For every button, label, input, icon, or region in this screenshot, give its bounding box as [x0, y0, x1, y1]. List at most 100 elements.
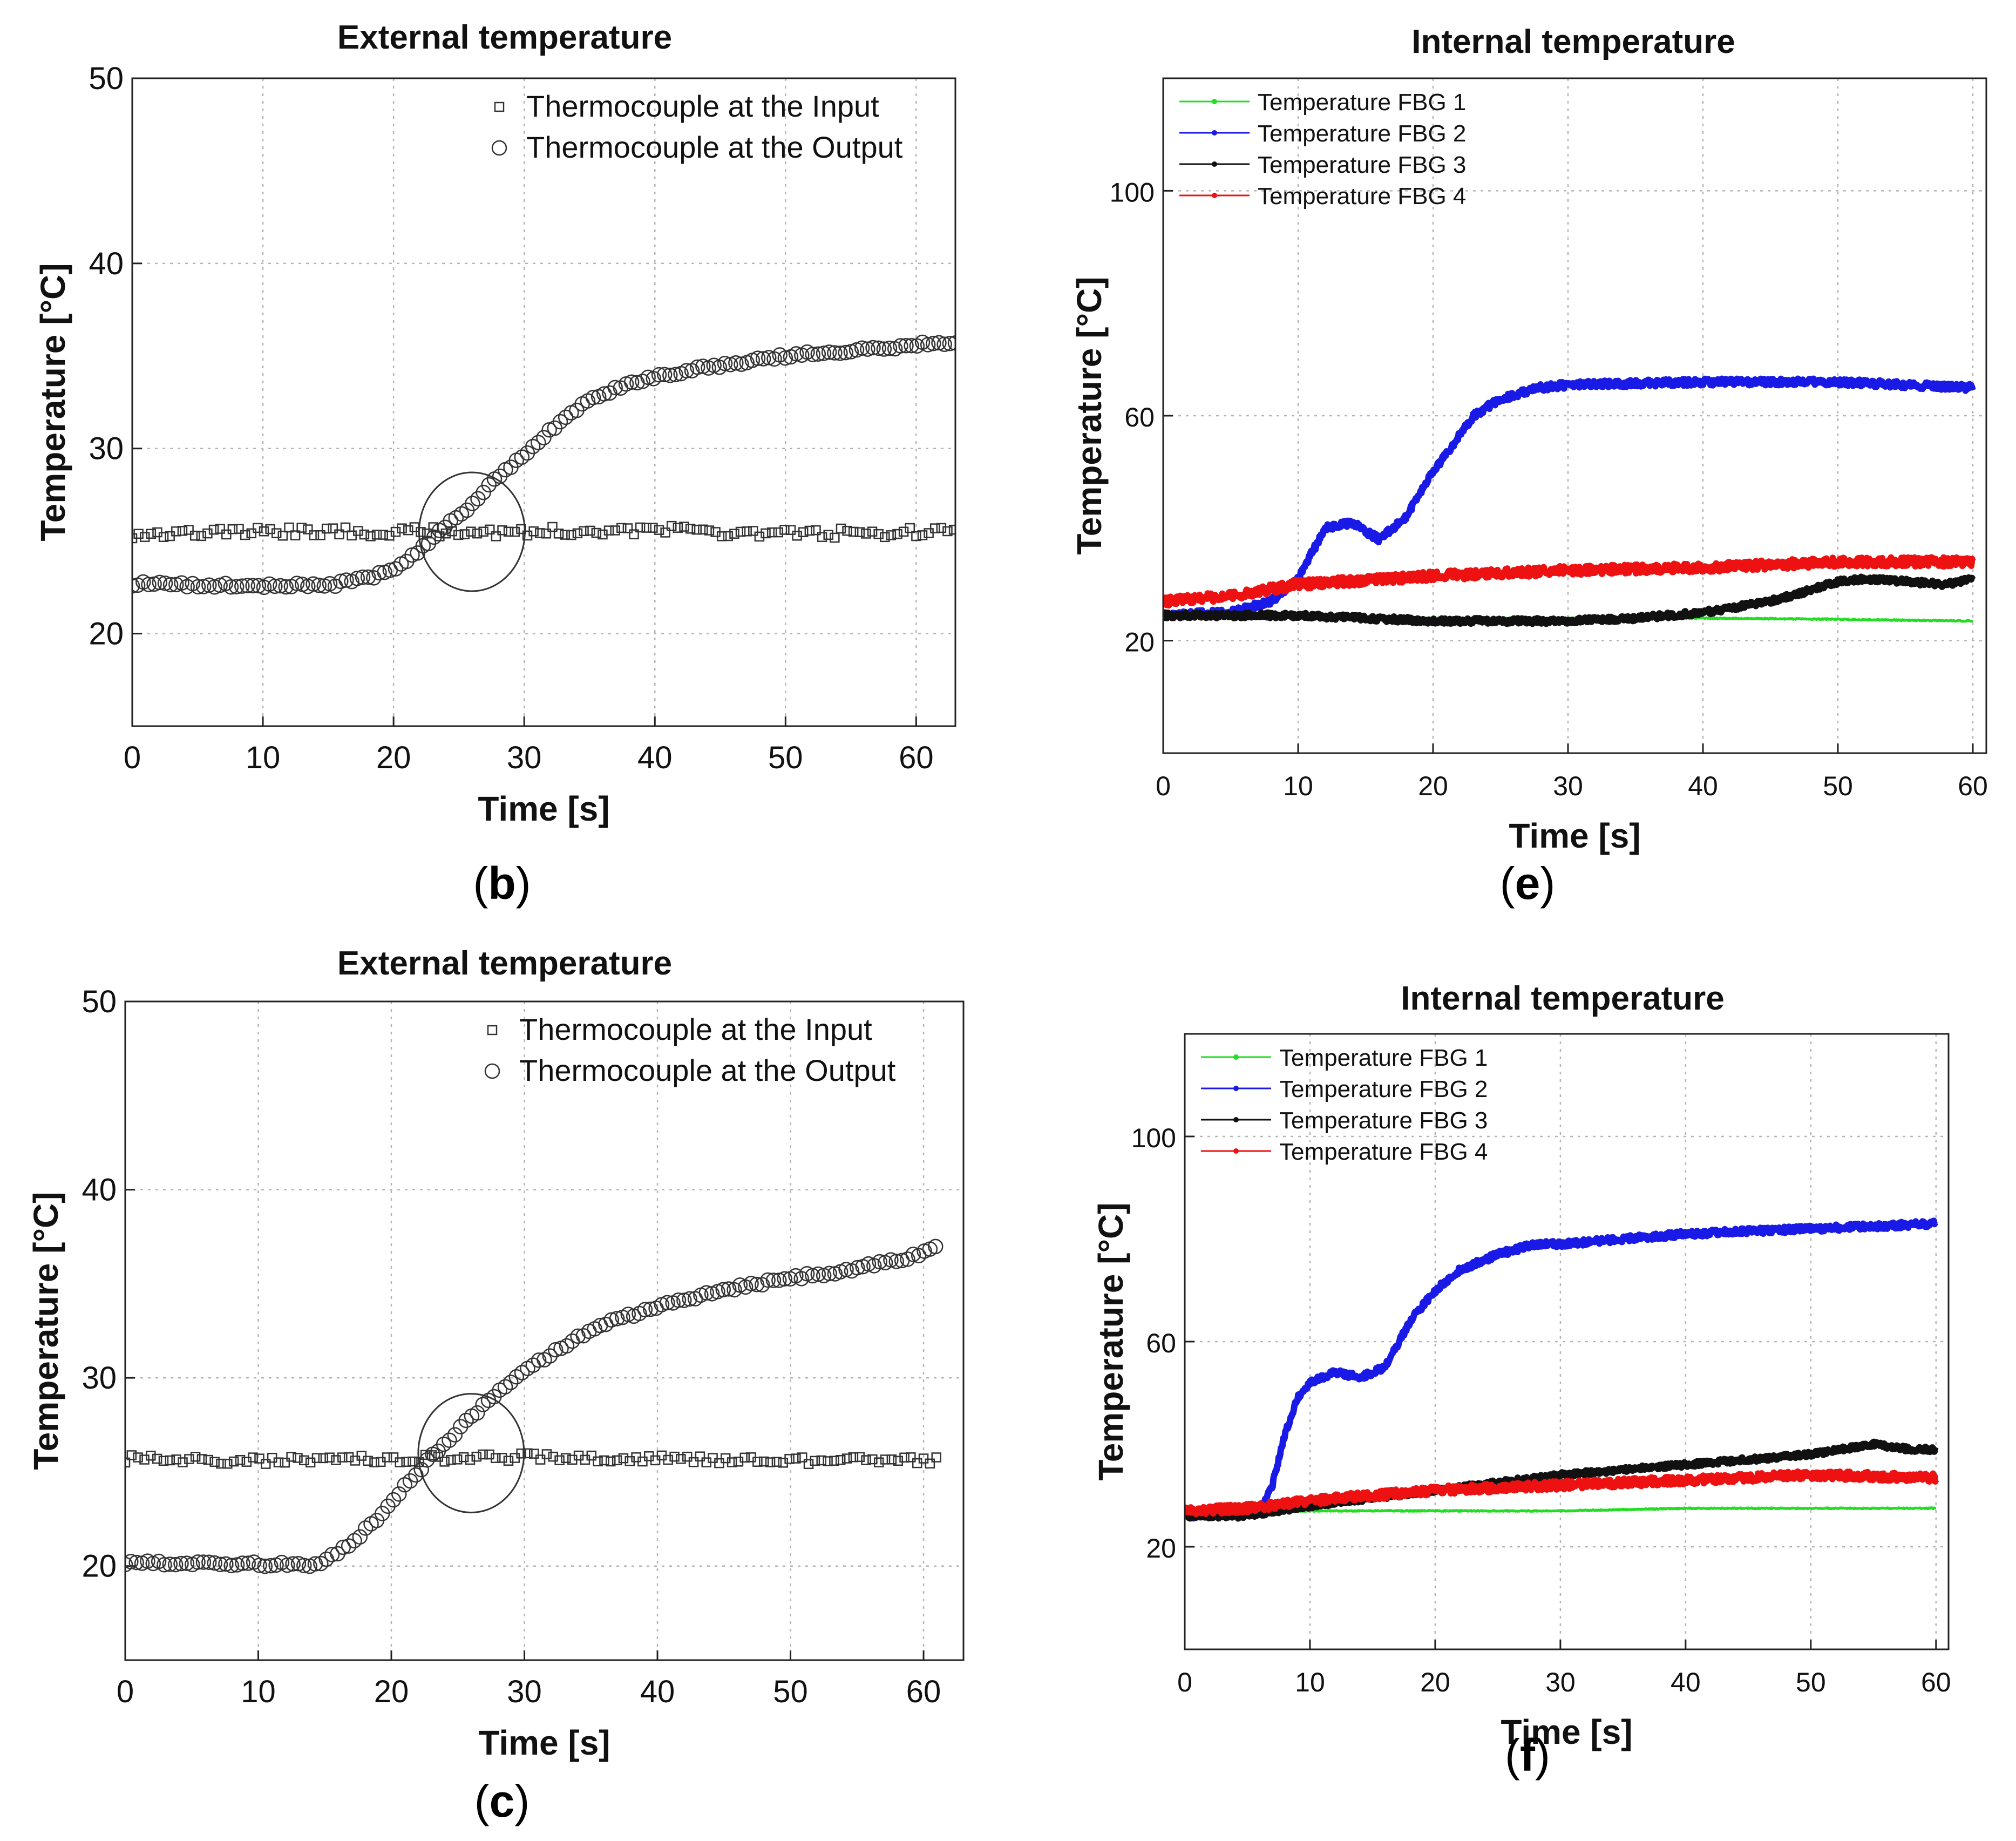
data-point-circle [279, 1557, 295, 1573]
data-point-circle [854, 340, 870, 356]
data-point-circle [531, 435, 546, 450]
data-point-circle [585, 390, 601, 405]
data-point-square [766, 527, 777, 538]
data-point-circle [218, 1556, 234, 1572]
data-point-circle [788, 346, 804, 362]
data-point-square [823, 1456, 833, 1466]
data-point-square [529, 1449, 539, 1459]
data-point-square [841, 1453, 852, 1464]
data-point-square [196, 531, 207, 542]
data-point-square [723, 531, 734, 542]
data-point-square [798, 527, 809, 537]
data-point-square [401, 1457, 411, 1467]
data-point-circle [223, 1558, 239, 1574]
data-point-circle [207, 1555, 222, 1571]
data-point-square [830, 532, 840, 543]
data-point-square [695, 1451, 705, 1461]
data-point-circle [413, 1461, 429, 1478]
data-point-circle [448, 510, 464, 526]
legend-label: Temperature FBG 4 [1279, 1139, 1488, 1165]
data-point-square [553, 529, 564, 539]
data-point-circle [240, 578, 255, 593]
data-point-circle [860, 341, 875, 357]
data-point-square [196, 1454, 207, 1464]
data-point-circle [635, 374, 650, 389]
data-point-square [735, 526, 746, 537]
data-point-square [635, 522, 646, 533]
data-point-circle [777, 1271, 792, 1287]
data-point-square [209, 1457, 220, 1467]
legend-label: Temperature FBG 3 [1279, 1107, 1488, 1134]
data-point-square [171, 1454, 181, 1465]
data-point-square [273, 1457, 284, 1467]
data-point-circle [682, 1291, 697, 1307]
series-line [1185, 1217, 1939, 1522]
series-line [1185, 1468, 1939, 1518]
data-point-circle [942, 335, 955, 351]
chart-title: External temperature [337, 19, 672, 56]
legend-marker [1212, 130, 1217, 136]
data-point-square [178, 1457, 188, 1467]
data-point-square [125, 1457, 131, 1468]
data-point-square [593, 1456, 603, 1467]
data-point-square [548, 1451, 559, 1462]
data-point-square [612, 1455, 622, 1466]
y-tick-label: 40 [82, 1173, 117, 1208]
data-point-square [146, 529, 157, 539]
data-point-square [254, 1453, 264, 1464]
data-point-square [208, 524, 219, 535]
data-point-square [334, 529, 344, 540]
data-point-circle [761, 350, 777, 366]
data-point-circle [947, 335, 955, 351]
data-point-circle [755, 1277, 770, 1293]
data-point-square [453, 530, 464, 540]
data-point-square [804, 525, 815, 536]
data-point-circle [157, 576, 173, 591]
data-point-square [420, 1450, 431, 1460]
y-tick-label: 20 [82, 1549, 117, 1584]
annotation-circle [417, 1393, 525, 1514]
series-thermocouple-at-the-output [125, 1238, 943, 1574]
x-axis-label: Time [s] [1501, 1713, 1632, 1751]
data-point-square [152, 1453, 162, 1464]
data-point-circle [408, 1467, 424, 1483]
legend-marker [1233, 1054, 1239, 1060]
data-point-circle [531, 1352, 547, 1368]
data-point-square [886, 530, 897, 540]
data-point-circle [162, 577, 179, 593]
data-point-circle [296, 1558, 312, 1574]
data-point-circle [141, 577, 157, 592]
x-tick-label: 0 [1177, 1667, 1192, 1697]
data-point-square [765, 1457, 776, 1467]
data-point-circle [678, 363, 695, 378]
plot-area [125, 1001, 963, 1660]
data-point-circle [898, 337, 914, 354]
data-point-square [510, 526, 520, 537]
series-thermocouple-at-the-input [132, 520, 955, 544]
y-tick-label: 20 [89, 617, 124, 652]
data-point-circle [743, 1275, 759, 1291]
data-point-square [133, 529, 144, 539]
x-tick-label: 0 [117, 1674, 134, 1709]
data-point-square [541, 1449, 552, 1459]
data-point-square [792, 530, 802, 541]
data-point-circle [734, 356, 749, 372]
data-point-circle [689, 359, 705, 375]
data-point-circle [195, 1554, 212, 1570]
legend-label: Temperature FBG 1 [1279, 1045, 1488, 1071]
data-point-square [215, 524, 225, 534]
data-point-square [324, 1452, 335, 1463]
data-point-circle [876, 341, 892, 357]
x-tick-label: 30 [1553, 771, 1583, 801]
data-point-circle [662, 368, 678, 383]
data-point-square [641, 523, 652, 533]
legend-marker-circle [484, 1063, 500, 1079]
data-point-circle [201, 1554, 217, 1571]
data-point-square [748, 526, 758, 536]
data-point-square [886, 1454, 897, 1465]
y-axis-label: Temperature [°C] [1091, 1202, 1130, 1480]
data-point-square [284, 522, 294, 533]
data-point-square [880, 532, 890, 543]
data-point-circle [262, 1558, 279, 1574]
